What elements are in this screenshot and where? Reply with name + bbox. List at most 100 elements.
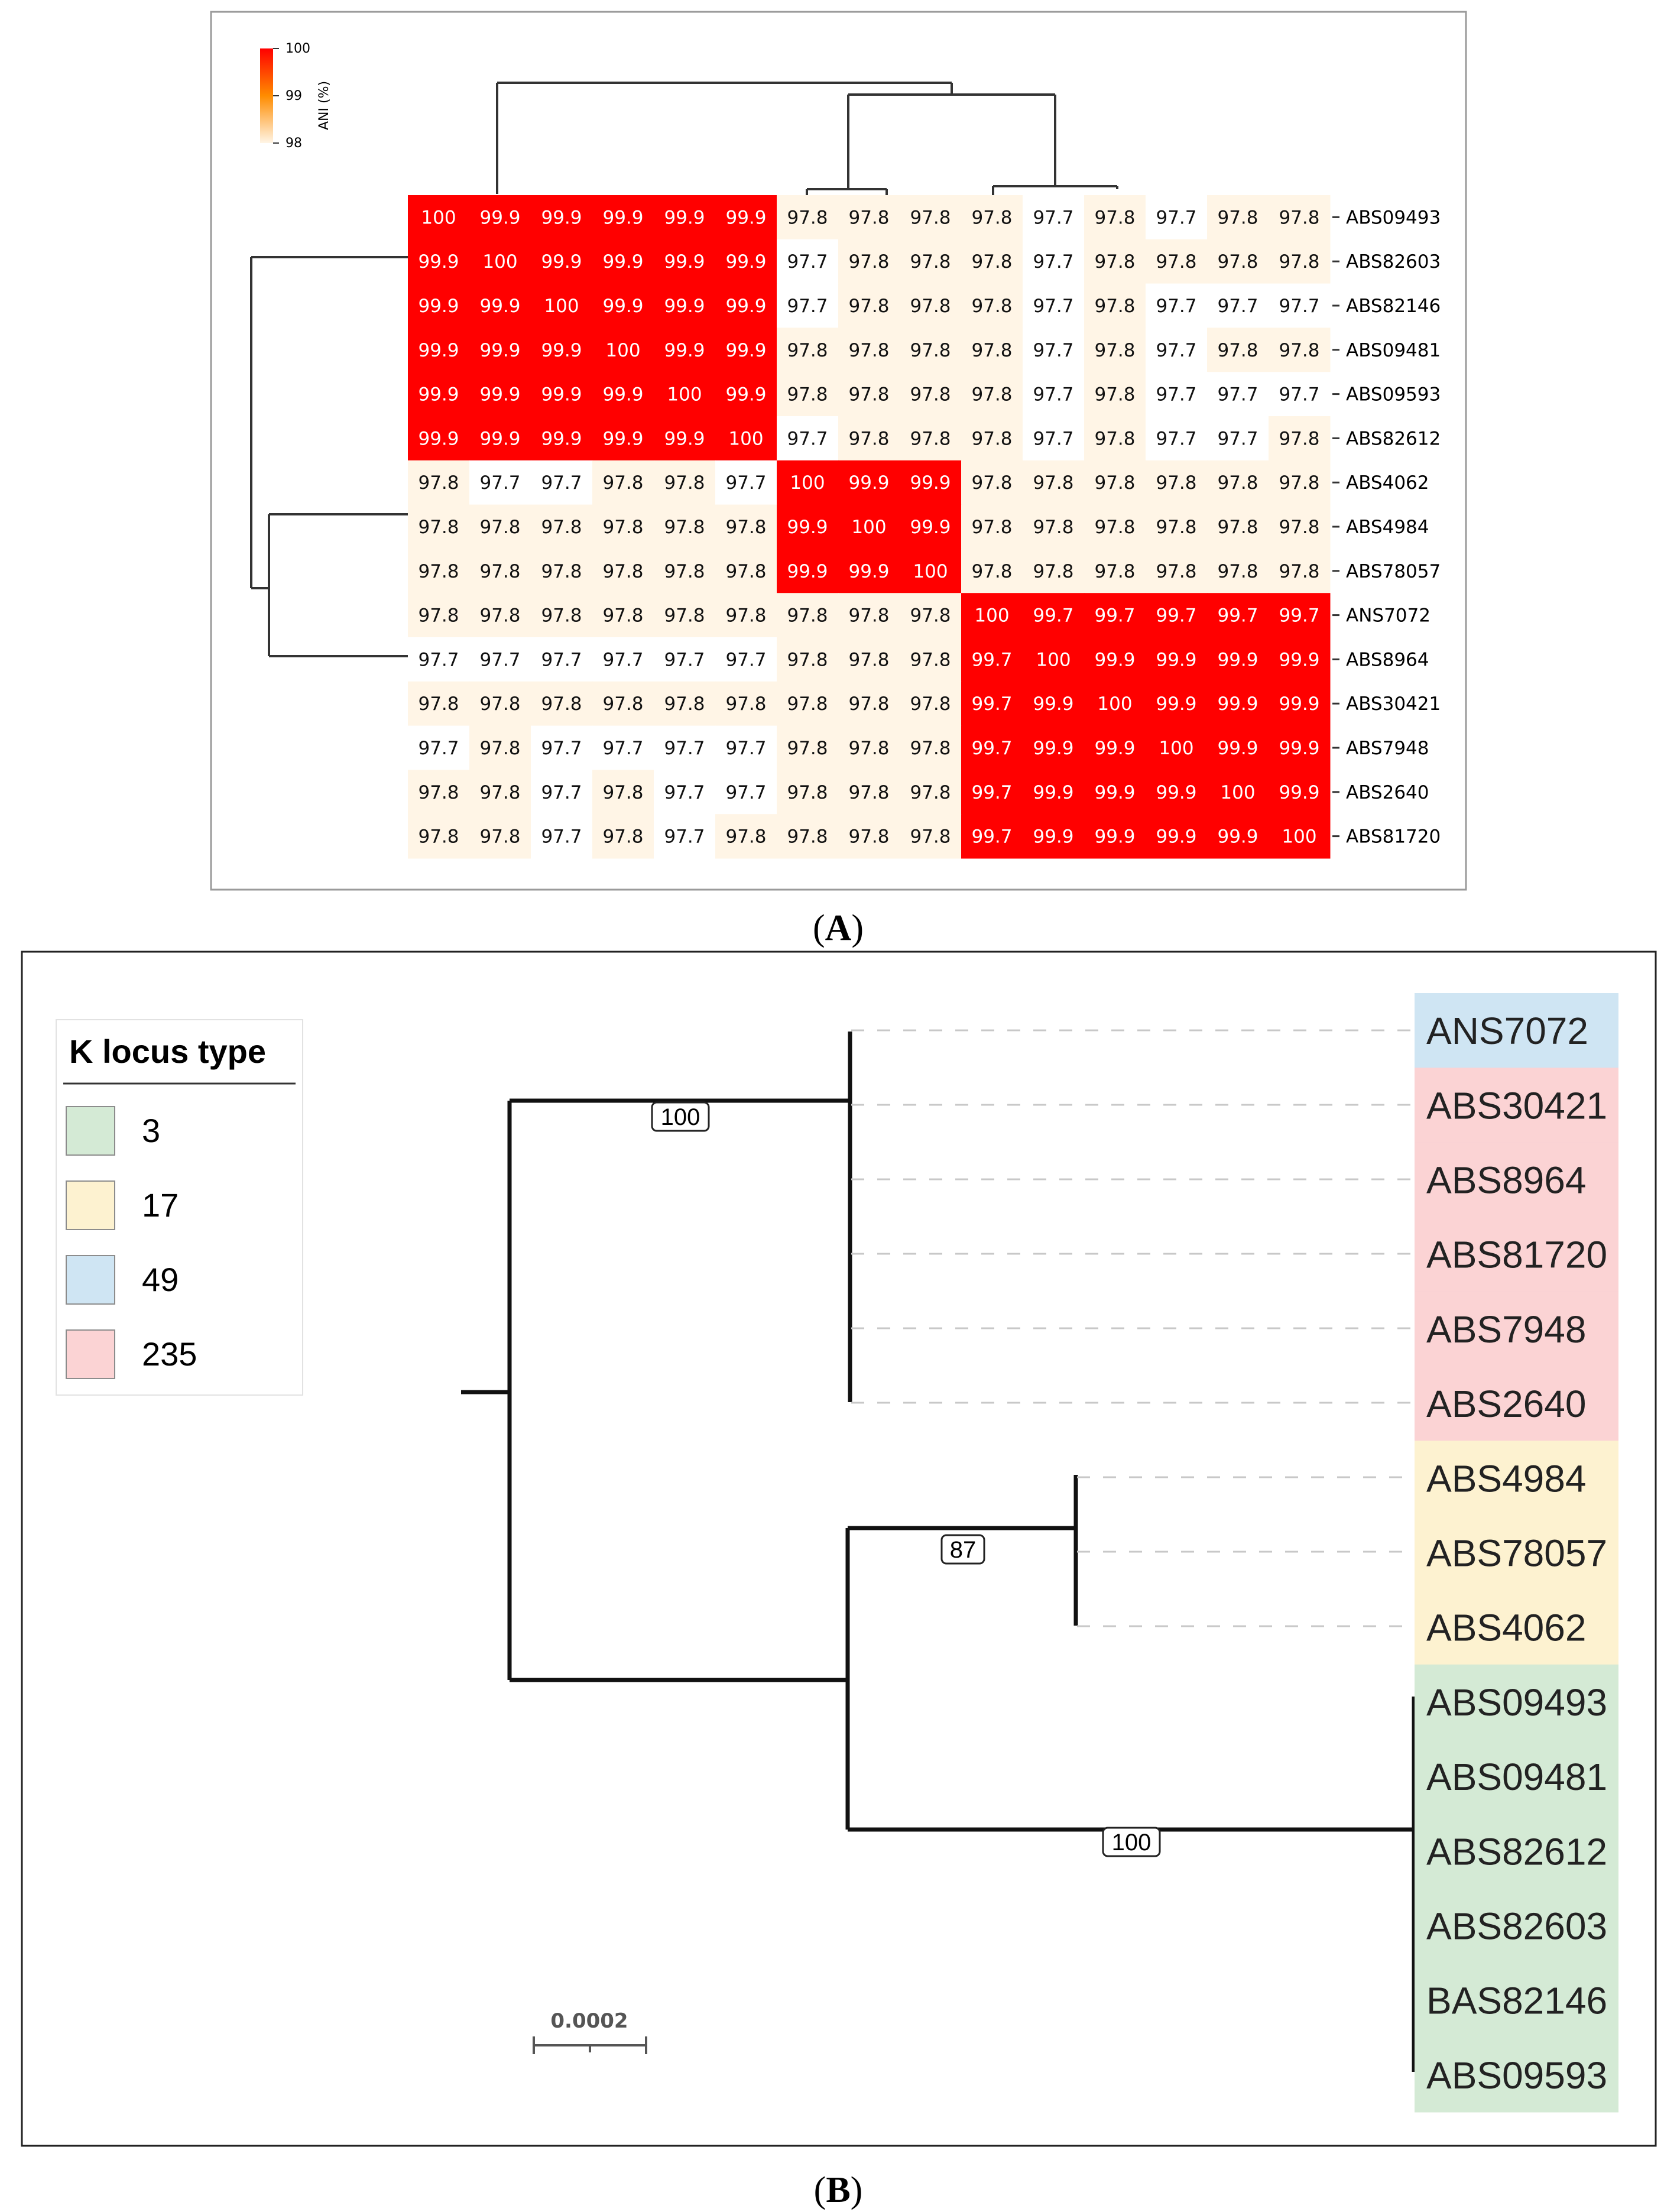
heatmap-cell-value: 99.7: [971, 649, 1012, 670]
heatmap-cell-value: 97.8: [787, 649, 828, 670]
heatmap-cell: [1207, 770, 1269, 815]
heatmap-cell-value: 97.8: [971, 340, 1012, 361]
tip-background: [1415, 1664, 1618, 1740]
heatmap-cell: [654, 327, 716, 372]
heatmap-row-label: ABS81720: [1346, 826, 1441, 848]
tip-background: [1415, 1515, 1618, 1591]
heatmap-cell-value: 99.9: [418, 251, 459, 273]
heatmap-cell: [654, 814, 716, 859]
heatmap-cell-value: 97.7: [1217, 428, 1258, 449]
heatmap-cell: [1207, 725, 1269, 770]
heatmap-cell-value: 97.8: [1156, 251, 1196, 273]
heatmap-cell-value: 97.8: [1094, 251, 1135, 273]
heatmap-cell-value: 99.9: [664, 340, 705, 361]
heatmap-cell-value: 97.8: [848, 384, 889, 406]
heatmap-cell: [900, 283, 962, 328]
heatmap-cell-value: 99.7: [971, 826, 1012, 848]
heatmap-cell-value: 99.9: [418, 296, 459, 317]
heatmap-cell-value: 99.9: [1033, 738, 1073, 759]
heatmap-cell: [900, 549, 962, 593]
bootstrap-value: 100: [661, 1104, 700, 1130]
heatmap-cell-value: 97.8: [602, 693, 643, 715]
heatmap-cell-value: 97.8: [910, 826, 951, 848]
heatmap-cell-value: 99.9: [1279, 738, 1319, 759]
heatmap-cell-value: 99.7: [1217, 605, 1258, 627]
heatmap-cell: [469, 549, 531, 593]
heatmap-cell-value: 99.9: [541, 428, 582, 449]
k-locus-legend: K locus type 3 17 49 235: [56, 1019, 303, 1396]
heatmap-cell: [408, 372, 470, 417]
heatmap-cell: [654, 637, 716, 682]
heatmap-cell: [469, 239, 531, 284]
scale-bar-label: 0.0002: [550, 2009, 628, 2033]
heatmap-cell: [1084, 814, 1146, 859]
heatmap-cell: [592, 814, 654, 859]
heatmap-row-label: ABS09481: [1346, 340, 1441, 361]
heatmap-cell-value: 97.8: [848, 296, 889, 317]
heatmap-cell: [469, 504, 531, 549]
heatmap-cell: [1023, 593, 1085, 638]
heatmap-cell-value: 97.8: [910, 251, 951, 273]
tip-label: BAS82146: [1426, 1980, 1607, 2022]
heatmap-cell-value: 100: [1097, 693, 1132, 715]
heatmap-cell: [715, 504, 777, 549]
tip-background: [1415, 1366, 1618, 1441]
heatmap-cell-value: 97.7: [1279, 384, 1319, 406]
heatmap-cell-value: 99.9: [664, 428, 705, 449]
heatmap-cell: [838, 460, 900, 505]
heatmap-cell: [961, 239, 1023, 284]
heatmap-row-labels: ABS09493 ABS82603 ABS82146 ABS09481 ABS09593…: [1332, 207, 1441, 848]
heatmap-cell-value: 97.8: [848, 428, 889, 449]
heatmap-cell-value: 97.7: [418, 738, 459, 759]
heatmap-cell-value: 97.8: [971, 517, 1012, 538]
heatmap-cell: [408, 593, 470, 638]
heatmap-cell-value: 99.9: [479, 296, 520, 317]
heatmap-cell: [1023, 681, 1085, 726]
heatmap-cell: [1084, 327, 1146, 372]
tree-tips: ANS7072 ABS30421 ABS8964 ABS81720 ABS7948 ABS…: [1415, 993, 1618, 2113]
heatmap-cell-value: 99.9: [664, 207, 705, 228]
heatmap-cell: [592, 416, 654, 461]
heatmap-cell: [531, 460, 593, 505]
heatmap-cell: [1207, 504, 1269, 549]
heatmap-cell-value: 99.9: [602, 251, 643, 273]
heatmap-cell-value: 97.8: [971, 207, 1012, 228]
heatmap-cell-value: 97.7: [1156, 384, 1196, 406]
heatmap-cell-value: 97.8: [664, 561, 705, 582]
tip-connectors: [851, 1029, 1413, 1627]
tip-label: ANS7072: [1426, 1010, 1588, 1052]
tip-label: ABS82612: [1426, 1830, 1607, 1873]
bootstrap-value: 100: [1112, 1830, 1151, 1856]
heatmap-cell: [961, 327, 1023, 372]
heatmap-row-label: ABS82146: [1346, 296, 1441, 317]
colorbar-tick-max: 100: [286, 41, 310, 56]
heatmap-cell-value: 99.9: [910, 472, 951, 494]
heatmap-cell-value: 99.9: [1033, 782, 1073, 803]
heatmap-cell-value: 97.7: [664, 826, 705, 848]
tip-background: [1415, 1888, 1618, 1964]
heatmap-cell-value: 99.9: [541, 207, 582, 228]
heatmap-cell-value: 97.8: [479, 826, 520, 848]
heatmap-cell: [592, 283, 654, 328]
heatmap-cell: [1023, 504, 1085, 549]
heatmap-cell-value: 97.8: [1033, 472, 1073, 494]
legend-label: 235: [142, 1335, 197, 1373]
heatmap-cell: [838, 681, 900, 726]
heatmap-cell-value: 97.8: [479, 693, 520, 715]
heatmap-cell: [1023, 195, 1085, 240]
heatmap-cell-value: 97.8: [848, 340, 889, 361]
heatmap-cell-value: 97.8: [664, 605, 705, 627]
heatmap-cell-value: 99.9: [1279, 782, 1319, 803]
heatmap-cell-value: 97.7: [787, 428, 828, 449]
tip-label: ABS82603: [1426, 1905, 1607, 1948]
tip-background: [1415, 1590, 1618, 1665]
heatmap-cell: [777, 283, 839, 328]
heatmap-cell-value: 97.8: [910, 428, 951, 449]
heatmap-cell: [654, 593, 716, 638]
heatmap-cell: [469, 195, 531, 240]
heatmap-cell: [900, 372, 962, 417]
colorbar-tick-min: 98: [286, 136, 302, 151]
heatmap-cell-value: 97.8: [910, 693, 951, 715]
tip-label: ABS2640: [1426, 1383, 1586, 1425]
heatmap-cell: [1207, 460, 1269, 505]
